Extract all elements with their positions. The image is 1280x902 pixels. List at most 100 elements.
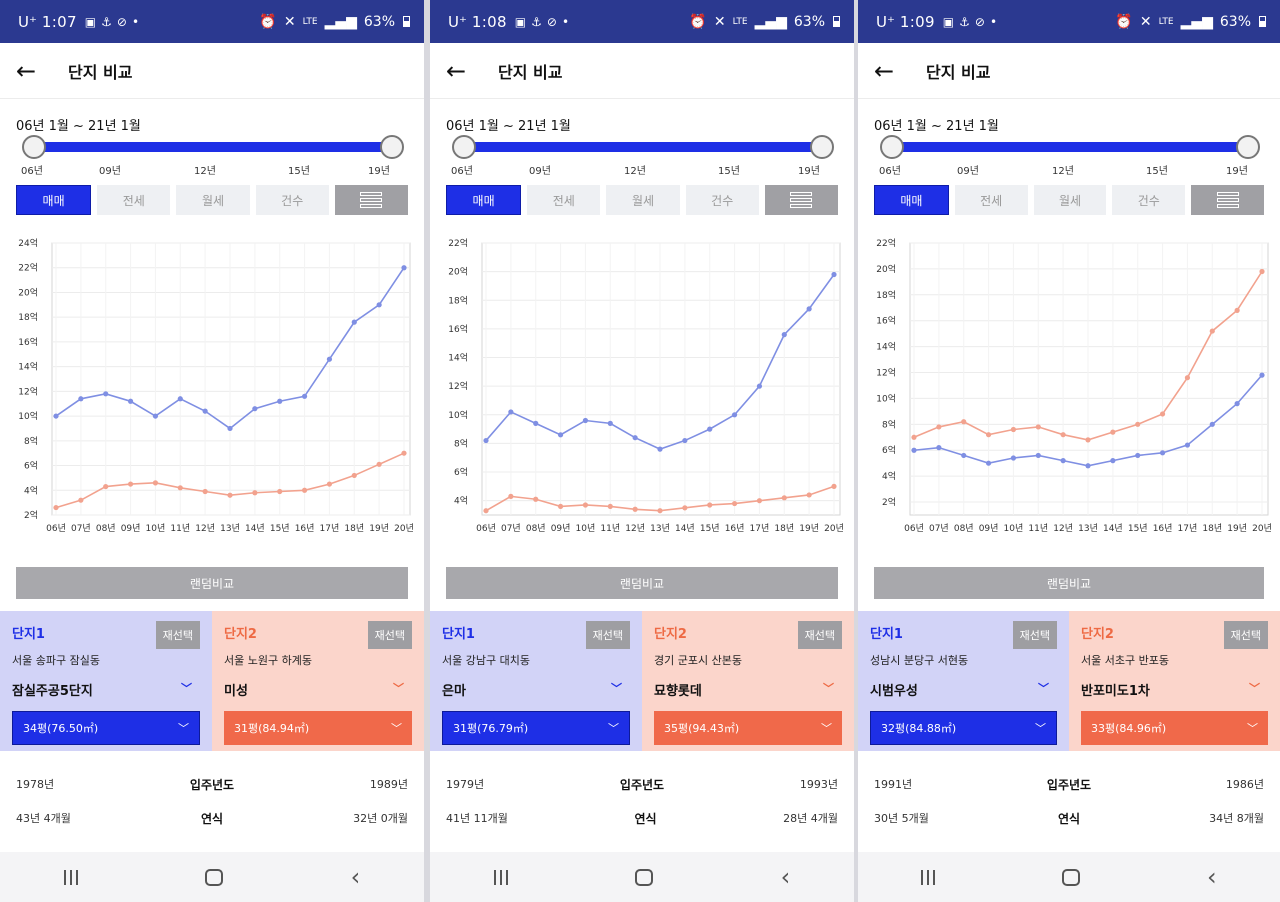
data-point	[53, 504, 59, 511]
complex-2-name: 묘향롯데	[654, 684, 702, 699]
move-in-year-label: 입주년도	[619, 777, 665, 792]
back-arrow-icon[interactable]: ←	[446, 56, 467, 85]
back-arrow-icon[interactable]: ←	[16, 56, 37, 85]
y-tick-label: 8억	[882, 418, 896, 430]
back-nav-icon[interactable]: ‹	[1206, 863, 1217, 891]
page-title: 단지 비교	[498, 62, 563, 82]
y-tick-label: 22억	[448, 237, 468, 249]
back-arrow-icon[interactable]: ←	[874, 56, 895, 85]
tab-monthly-rent[interactable]: 월세	[606, 185, 680, 215]
tab-jeonse[interactable]: 전세	[97, 185, 171, 215]
tab-count[interactable]: 건수	[255, 185, 329, 215]
slider-tick: 15년	[288, 166, 310, 177]
slider-track[interactable]	[892, 142, 1248, 152]
dot-icon: •	[131, 14, 140, 29]
data-point	[1209, 421, 1215, 427]
complex-2-reselect-button[interactable]: 재선택	[1223, 621, 1268, 649]
slider-start-handle[interactable]	[880, 135, 904, 159]
recent-apps-icon[interactable]	[921, 869, 936, 885]
image-notification-icon: ▣	[942, 14, 955, 29]
complex-1-size-dropdown[interactable]: 32평(84.88㎡) ﹀	[870, 711, 1057, 745]
system-icons: ⏰ ✕ LTE ▂▄▆ 63%	[259, 0, 410, 43]
slider-start-handle[interactable]	[452, 135, 476, 159]
complex-1-label: 단지1	[442, 627, 475, 642]
tab-monthly-rent[interactable]: 월세	[1033, 185, 1107, 215]
complex-2-size-dropdown[interactable]: 35평(94.43㎡) ﹀	[654, 711, 842, 745]
complex-1-reselect-button[interactable]: 재선택	[1012, 621, 1057, 649]
complex-2-name-select[interactable]: 미성 ﹀	[224, 680, 412, 699]
back-nav-icon[interactable]: ‹	[350, 863, 361, 891]
data-point	[533, 496, 539, 502]
data-point	[961, 419, 967, 425]
random-compare-button[interactable]: 랜덤비교	[874, 567, 1264, 599]
complex-2-size-dropdown[interactable]: 33평(84.96㎡) ﹀	[1081, 711, 1268, 745]
complex-1-size-dropdown[interactable]: 31평(76.79㎡) ﹀	[442, 711, 630, 745]
date-range-slider[interactable]: 06년 09년 12년 15년 19년	[16, 135, 408, 181]
complex-2-reselect-button[interactable]: 재선택	[797, 621, 842, 649]
slider-track[interactable]	[464, 142, 822, 152]
complex-1-size-dropdown[interactable]: 34평(76.50㎡) ﹀	[12, 711, 200, 745]
random-compare-button[interactable]: 랜덤비교	[16, 567, 408, 599]
x-tick-label: 07년	[929, 523, 949, 534]
complex-1-name-select[interactable]: 시범우성 ﹀	[870, 680, 1057, 699]
list-view-button[interactable]	[334, 185, 409, 215]
tab-jeonse[interactable]: 전세	[954, 185, 1028, 215]
date-range-label: 06년 1월 ~ 21년 1월	[16, 119, 141, 134]
back-nav-icon[interactable]: ‹	[780, 863, 791, 891]
complex-1-reselect-button[interactable]: 재선택	[155, 621, 200, 649]
tab-sale[interactable]: 매매	[874, 185, 949, 215]
recent-apps-icon[interactable]	[493, 869, 508, 885]
data-point	[607, 420, 613, 426]
data-point	[1085, 463, 1091, 469]
home-icon[interactable]	[205, 868, 224, 886]
home-icon[interactable]	[1062, 868, 1081, 886]
tab-jeonse[interactable]: 전세	[527, 185, 601, 215]
x-tick-label: 16년	[295, 523, 315, 534]
x-tick-label: 14년	[675, 523, 695, 534]
complex-2-card: 단지2 재선택 서울 노원구 하계동 미성 ﹀ 31평(84.94㎡) ﹀	[212, 611, 424, 751]
alarm-icon: ⏰	[1115, 13, 1133, 30]
slider-start-handle[interactable]	[22, 135, 46, 159]
tab-count[interactable]: 건수	[685, 185, 759, 215]
slider-track[interactable]	[34, 142, 392, 152]
data-point	[483, 437, 489, 444]
data-point	[177, 396, 183, 402]
home-icon[interactable]	[635, 868, 654, 886]
date-range-slider[interactable]: 06년 09년 12년 15년 19년	[874, 135, 1264, 181]
trade-type-tabs: 매매 전세 월세 건수	[0, 185, 424, 215]
x-tick-label: 13년	[1078, 523, 1098, 534]
page-title: 단지 비교	[68, 62, 133, 82]
x-tick-label: 13년	[650, 523, 670, 534]
random-compare-button[interactable]: 랜덤비교	[446, 567, 838, 599]
app-header: ← 단지 비교	[0, 43, 424, 99]
complex-2-name-select[interactable]: 반포미도1차 ﹀	[1081, 680, 1268, 699]
slider-end-handle[interactable]	[380, 135, 404, 159]
complex-2-reselect-button[interactable]: 재선택	[367, 621, 412, 649]
slider-tick: 19년	[1226, 166, 1248, 177]
anchor-icon: ⚓	[531, 14, 542, 29]
complex-1-label: 단지1	[12, 627, 45, 642]
tab-sale[interactable]: 매매	[446, 185, 522, 215]
recent-apps-icon[interactable]	[63, 869, 78, 885]
complex-1-reselect-button[interactable]: 재선택	[585, 621, 630, 649]
data-point	[152, 413, 159, 419]
system-icons: ⏰ ✕ LTE ▂▄▆ 63%	[1115, 0, 1266, 43]
complex-2-size: 31평(84.94㎡)	[234, 722, 310, 735]
slider-end-handle[interactable]	[810, 135, 834, 159]
move-in-year-label: 입주년도	[1046, 777, 1092, 792]
complex-1-name-select[interactable]: 은마 ﹀	[442, 680, 630, 699]
carrier-label: U⁺	[18, 12, 37, 31]
complex-1-name-select[interactable]: 잠실주공5단지 ﹀	[12, 680, 200, 699]
slider-tick: 09년	[529, 166, 551, 177]
data-point	[1010, 455, 1017, 461]
complex-2-name-select[interactable]: 묘향롯데 ﹀	[654, 680, 842, 699]
slider-end-handle[interactable]	[1236, 135, 1260, 159]
slider-tick: 06년	[21, 166, 43, 177]
complex-2-size-dropdown[interactable]: 31평(84.94㎡) ﹀	[224, 711, 412, 745]
tab-monthly-rent[interactable]: 월세	[176, 185, 250, 215]
date-range-slider[interactable]: 06년 09년 12년 15년 19년	[446, 135, 838, 181]
tab-count[interactable]: 건수	[1112, 185, 1186, 215]
tab-sale[interactable]: 매매	[16, 185, 92, 215]
list-view-button[interactable]	[1191, 185, 1264, 215]
list-view-button[interactable]	[764, 185, 839, 215]
